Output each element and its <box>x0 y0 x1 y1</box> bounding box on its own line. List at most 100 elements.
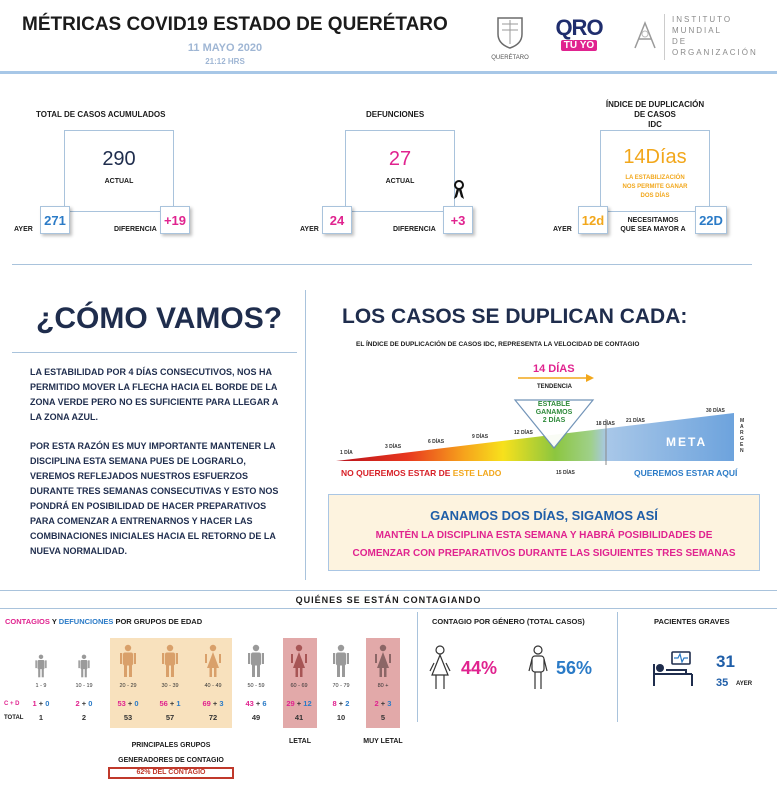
header-divider <box>0 71 777 74</box>
age-title-contagios: CONTAGIOS <box>5 617 50 626</box>
letal-highlight <box>283 638 317 728</box>
person-icon <box>35 654 47 678</box>
no-queremos-label: NO QUEREMOS ESTAR DE ESTE LADO <box>341 468 501 478</box>
age-group-plus: + <box>210 699 220 708</box>
age-group-contagios: 8 <box>332 699 337 708</box>
person-icon <box>162 644 178 677</box>
age-group-label: 1 - 9 <box>35 683 47 689</box>
idc-title-line1: ÍNDICE DE DUPLICACIÓN <box>605 100 705 109</box>
idc-box <box>600 130 710 212</box>
age-group-defunciones: 0 <box>45 699 50 708</box>
graves-value: 31 <box>716 652 735 671</box>
tick-3: 6 DÍAS <box>428 439 445 445</box>
idc-yesterday-label: AYER <box>553 226 572 233</box>
age-group-contagios: 56 <box>159 699 168 708</box>
age-group-label: 60 - 69 <box>290 683 308 689</box>
queretaro-logo: QUERÉTARO <box>488 14 532 64</box>
age-group-label: 40 - 49 <box>204 683 222 689</box>
vertical-divider <box>305 290 306 580</box>
idc-value: 14Días <box>623 146 687 168</box>
mourning-ribbon-icon <box>454 180 464 199</box>
ganamos-title: GANAMOS DOS DÍAS, SIGAMOS ASÍ <box>430 508 658 523</box>
total-cases-value: 290 <box>102 148 136 170</box>
person-icon <box>248 644 264 677</box>
age-group-plus: + <box>36 699 46 708</box>
duplican-title: LOS CASOS SE DUPLICAN CADA: <box>342 305 688 328</box>
age-group-cd: 2 + 0 <box>62 699 106 708</box>
principales-line1: PRINCIPALES GRUPOS <box>131 742 211 749</box>
deaths-diff-label: DIFERENCIA <box>393 226 436 233</box>
tick-7: 18 DÍAS <box>596 421 615 427</box>
male-icon <box>528 645 548 689</box>
age-group-label: 50 - 59 <box>247 683 265 689</box>
idc-title: ÍNDICE DE DUPLICACIÓN DE CASOS IDC <box>590 100 720 130</box>
stable-label: ESTABLE GANAMOS 2 DÍAS <box>523 401 585 425</box>
quienes-title: QUIÉNES SE ESTÁN CONTAGIANDO <box>295 595 482 605</box>
age-title: CONTAGIOS Y DEFUNCIONES POR GRUPOS DE ED… <box>5 617 202 626</box>
tu-yo-logo-text: TÚ YO <box>561 40 597 51</box>
age-group-total: 41 <box>294 713 304 722</box>
total-yesterday-value: 271 <box>40 206 70 234</box>
age-title-defunciones: DEFUNCIONES <box>58 617 114 626</box>
person-icon <box>375 644 391 677</box>
principales-label: PRINCIPALES GRUPOS GENERADORES DE CONTAG… <box>100 738 242 768</box>
qro-tu-yo-logo: QRO TÚ YO <box>549 16 609 58</box>
stable-line1: ESTABLE <box>537 401 571 408</box>
age-title-rest: POR GRUPOS DE EDAD <box>113 617 203 626</box>
age-group-plus: + <box>253 699 263 708</box>
age-group-label: 30 - 39 <box>161 683 179 689</box>
age-group-cd: 8 + 2 <box>319 699 363 708</box>
female-icon <box>429 645 451 689</box>
age-group-defunciones: 2 <box>345 699 350 708</box>
age-group-contagios: 69 <box>202 699 211 708</box>
tick-4: 9 DÍAS <box>472 434 489 440</box>
tick-6: 15 DÍAS <box>556 470 575 476</box>
idc-caption-line3: DOS DÍAS <box>640 193 670 199</box>
idc-caption-line1: LA ESTABILIZACIÓN <box>625 175 685 181</box>
total-diff-value: +19 <box>160 206 190 234</box>
idc-title-line2: DE CASOS <box>634 110 676 119</box>
principales-line2: GENERADORES DE CONTAGIO <box>118 757 224 764</box>
ganamos-box <box>328 494 760 571</box>
deaths-caption: ACTUAL <box>385 178 415 185</box>
deaths-diff-value: +3 <box>443 206 473 234</box>
age-group-cd: 43 + 6 <box>234 699 278 708</box>
age-group-total: 10 <box>336 713 346 722</box>
queremos-label: QUEREMOS ESTAR AQUÍ <box>634 468 738 478</box>
imo-line4: ORGANIZACIÓN <box>672 48 758 57</box>
imo-line1: INSTITUTO <box>672 15 733 24</box>
qro-logo-text: QRO <box>555 15 603 40</box>
person-icon <box>333 644 349 677</box>
age-group-cd: 69 + 3 <box>191 699 235 708</box>
age-group-plus: + <box>294 699 304 708</box>
age-group-cd: 56 + 1 <box>148 699 192 708</box>
current-idc-label: 14 DÍAS <box>533 363 575 375</box>
age-group-label: 70 - 79 <box>332 683 350 689</box>
age-group-defunciones: 0 <box>88 699 93 708</box>
age-group-label: 10 - 19 <box>75 683 93 689</box>
age-group-defunciones: 6 <box>262 699 267 708</box>
principales-percent: 62% DEL CONTAGIO <box>108 767 234 779</box>
margen-label: MARGEN <box>740 418 745 454</box>
age-group-contagios: 2 <box>374 699 379 708</box>
age-group-total: 49 <box>251 713 261 722</box>
idc-need-label: NECESITAMOS QUE SEA MAYOR A <box>618 216 688 234</box>
duplication-wedge-chart <box>336 413 734 465</box>
report-time: 21:12 HRS <box>205 57 245 66</box>
female-percent: 44% <box>461 658 498 678</box>
tick-5: 12 DÍAS <box>514 430 533 436</box>
age-group-cd: 2 + 3 <box>361 699 405 708</box>
imo-line3: DE <box>672 37 688 46</box>
age-group-defunciones: 0 <box>134 699 139 708</box>
age-group-total: 5 <box>380 713 386 722</box>
total-cases-title: TOTAL DE CASOS ACUMULADOS <box>36 110 166 119</box>
person-icon <box>291 644 307 677</box>
deaths-yesterday-value: 24 <box>322 206 352 234</box>
metrics-divider <box>12 264 752 265</box>
age-title-y: Y <box>49 617 59 626</box>
deaths-value: 27 <box>388 148 412 170</box>
age-group-plus: + <box>125 699 135 708</box>
age-group-plus: + <box>167 699 177 708</box>
como-vamos-underline <box>12 352 297 353</box>
male-percent: 56% <box>556 658 593 678</box>
